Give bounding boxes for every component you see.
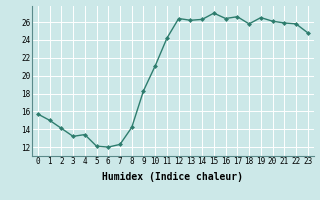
X-axis label: Humidex (Indice chaleur): Humidex (Indice chaleur) [102, 172, 243, 182]
